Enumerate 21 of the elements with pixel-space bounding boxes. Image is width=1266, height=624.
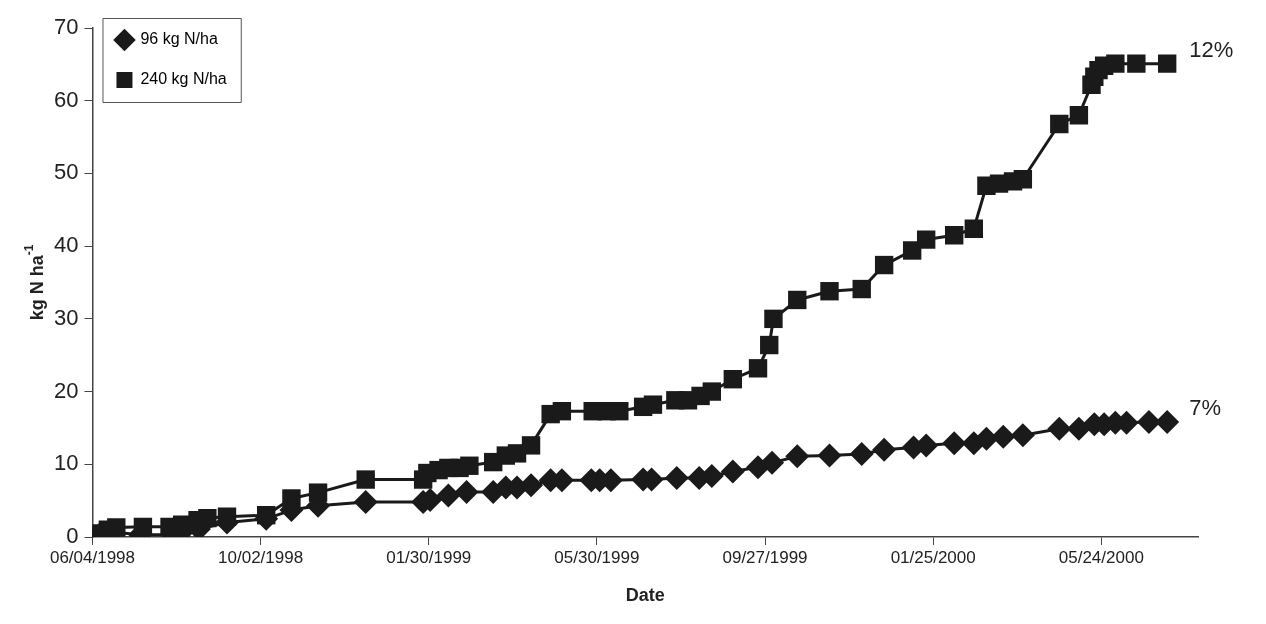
y-tick-label: 30: [53, 304, 79, 330]
y-tick-label: 50: [53, 159, 79, 185]
y-tick-label: 60: [53, 86, 79, 112]
x-tick-label: 05/24/2000: [1058, 547, 1144, 567]
x-tick-label: 10/02/1998: [218, 547, 304, 567]
y-tick-label: 70: [53, 14, 79, 40]
y-tick-label: 10: [53, 450, 79, 476]
legend-label: 96 kg N/ha: [140, 30, 218, 48]
x-tick-label: 01/30/1999: [386, 547, 472, 567]
x-tick-label: 06/04/1998: [49, 547, 136, 567]
x-axis-title: Date: [625, 585, 665, 606]
annotation: 7%: [1189, 395, 1221, 421]
x-tick-label: 05/30/1999: [554, 547, 640, 567]
y-tick-label: 0: [66, 523, 79, 549]
y-tick-label: 40: [53, 232, 79, 258]
annotation: 12%: [1189, 36, 1234, 62]
legend-label: 240 kg N/ha: [140, 70, 227, 88]
y-tick-label: 20: [53, 377, 79, 403]
x-tick-label: 09/27/1999: [722, 547, 808, 567]
y-axis-title: kg N ha-1: [22, 244, 47, 321]
x-tick-label: 01/25/2000: [890, 547, 976, 567]
